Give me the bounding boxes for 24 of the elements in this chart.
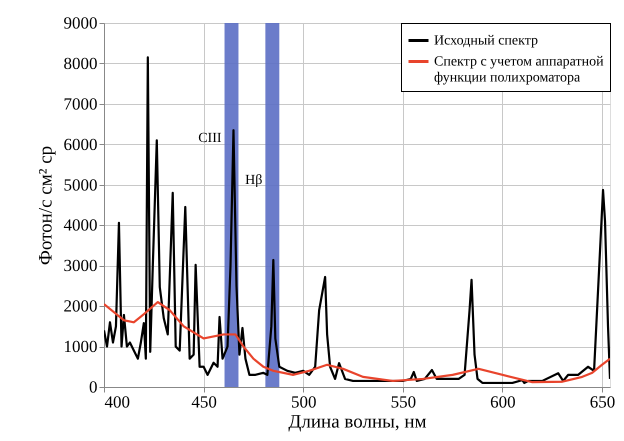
x-tick-label: 500 xyxy=(290,392,316,412)
legend-label: Исходный спектр xyxy=(434,34,538,48)
y-tick-label: 1000 xyxy=(64,337,98,356)
legend-label: Спектр с учетом аппаратной функции полихроматора xyxy=(434,54,604,86)
y-tick-label: 7000 xyxy=(64,94,98,114)
x-tick-label: 400 xyxy=(104,392,130,412)
y-tick-label: 2000 xyxy=(64,296,98,316)
annotation: Hβ xyxy=(245,173,262,188)
x-tick-label: 450 xyxy=(191,392,217,412)
y-tick-label: 5000 xyxy=(64,175,98,194)
annotation: CIII xyxy=(198,131,222,146)
x-tick-label: 650 xyxy=(590,392,616,412)
x-tick-label: 600 xyxy=(490,392,516,412)
y-tick-label: 8000 xyxy=(64,54,98,73)
y-tick-label: 0 xyxy=(89,378,98,396)
line-series xyxy=(104,300,610,384)
x-tick-label: 550 xyxy=(390,392,416,412)
y-tick-label: 6000 xyxy=(64,134,98,154)
line-series xyxy=(104,56,610,384)
y-tick-label: 4000 xyxy=(64,216,98,235)
y-tick-label: 3000 xyxy=(64,256,98,276)
y-axis-title: Фотон/с см² ср xyxy=(36,146,56,266)
x-axis-title: Длина волны, нм xyxy=(288,412,427,432)
y-tick-label: 9000 xyxy=(64,14,98,32)
